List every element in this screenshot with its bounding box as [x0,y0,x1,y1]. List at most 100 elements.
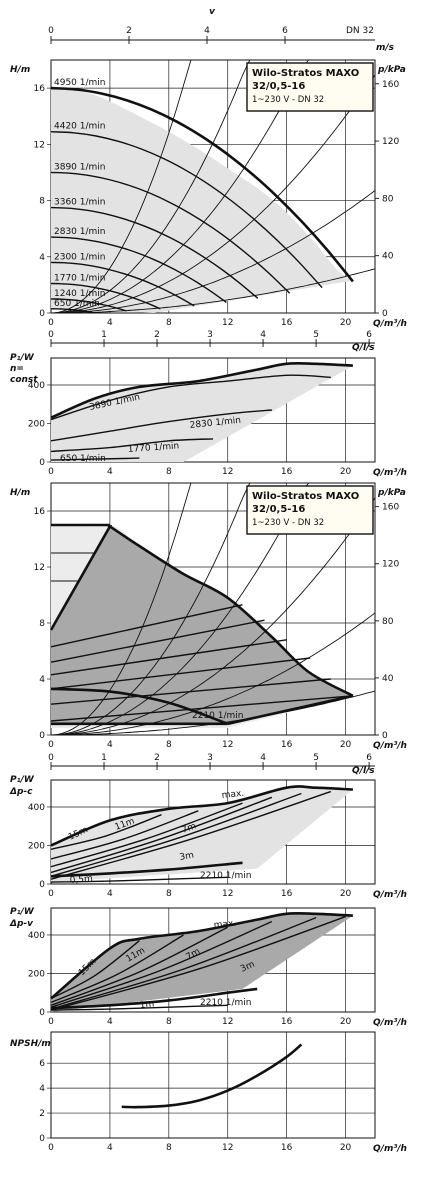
x-tick-label: 8 [166,318,172,328]
y2-tick-label: 120 [382,560,399,570]
y-tick-label: 200 [28,841,45,851]
pump-info-box [246,62,374,112]
max-envelope [49,525,354,697]
max-power-curve [50,785,353,847]
pressure-label: 1m [139,1000,154,1011]
speed-curve-label: 3890 1/min [54,162,106,172]
y-tick-label: 4 [39,253,45,263]
speed-curve [50,206,259,299]
x-tick-label: 0 [48,1143,54,1153]
x-tick-label: 0 [48,467,54,477]
y-tick-label: 400 [28,931,45,941]
top-tick-label: 0 [48,753,54,763]
y2-tick-label: 160 [382,503,399,513]
system-curve [50,482,251,736]
x-tick-label: 0 [48,889,54,899]
control-line [50,695,353,722]
y-tick-label: 12 [34,140,45,150]
control-line [50,678,331,705]
x-tick-label: 4 [107,1143,113,1153]
pressure-label: max. [213,919,236,931]
x-tick-label: 8 [166,740,172,750]
velocity-tick-label: 6 [282,26,288,36]
x-tick-label: 16 [281,740,293,750]
top-tick-label: 5 [313,753,319,763]
x-tick-label: 12 [222,889,233,899]
system-curve [50,59,310,314]
dn-label: DN 32 [346,26,374,36]
min-power-curve [50,876,228,883]
x-tick-label: 4 [107,1017,113,1027]
x-tick-label: 16 [281,1017,293,1027]
min-speed-curve [50,861,243,878]
pressure-label: 2210 1/min [200,871,252,881]
plot-frame [50,907,376,1013]
y-tick-label: 2 [39,1109,45,1119]
speed-curve-label: 2830 1/min [54,227,106,237]
x-axis-label: Q/m³/h [373,1018,407,1028]
pressure-label: 7m [181,821,198,835]
x-tick-label: 12 [222,467,233,477]
x-tick-label: 0 [48,318,54,328]
y-tick-label: 400 [28,803,45,813]
max-power-curve [50,911,353,1000]
y-axis-label: H/m [10,488,30,498]
speed-label: 2210 1/min [192,711,244,721]
speed-curve-label: 650 1/min [54,299,100,309]
control-range-area [51,526,353,724]
y-tick-label: 16 [34,84,46,94]
velocity-axis-title: v [209,7,216,17]
constant-pressure-curve [50,796,273,874]
pump-model-title: Wilo-Stratos MAXO [252,491,359,502]
y2-tick-label: 40 [382,674,394,684]
x-tick-label: 20 [340,889,352,899]
x-tick-label: 4 [107,740,113,750]
top-tick-label: 5 [313,330,319,340]
top-tick-label: 4 [260,330,266,340]
x-tick-label: 16 [281,1143,293,1153]
power-curve [50,438,214,453]
x-tick-label: 20 [340,467,352,477]
top-tick-label: 3 [207,753,213,763]
system-curve [50,74,376,314]
flow-ls-label: Q/l/s [352,343,375,353]
x-tick-label: 4 [107,318,113,328]
speed-curve-label: 4950 1/min [54,78,106,88]
y2-axis-label: p/kPa [377,65,406,75]
speed-curve-label: 1770 1/min [54,273,106,283]
speed-curve [50,261,195,307]
min-speed-curve [50,987,258,1010]
speed-curve [50,131,323,289]
x-tick-label: 12 [222,740,233,750]
speed-curve [50,298,127,312]
pump-voltage: 1~230 V - DN 32 [252,518,324,528]
proportional-pressure-curve [50,934,184,1004]
control-line [50,657,311,690]
y-tick-label: 0 [39,458,45,468]
x-tick-label: 16 [281,467,293,477]
plot-frame [50,357,376,463]
y-tick-label: 8 [39,197,45,207]
velocity-tick-label: 2 [126,26,132,36]
speed-curve-label: 2300 1/min [54,252,106,262]
y-tick-label: 0 [39,1008,45,1018]
speed-label: 650 1/min [60,454,106,464]
velocity-tick-label: 4 [204,26,210,36]
top-tick-label: 4 [260,753,266,763]
power-curve [50,409,272,442]
x-axis-label: Q/m³/h [373,319,407,329]
min-power-curve [50,1004,228,1011]
control-line [50,639,287,676]
system-curve [50,612,376,736]
n-label: n= [10,364,24,374]
y-tick-label: 400 [28,381,45,391]
system-curve [50,59,192,314]
x-tick-label: 16 [281,889,293,899]
y2-tick-label: 160 [382,80,399,90]
speed-curve [50,171,291,294]
constant-pressure-curve [50,810,199,860]
y2-tick-label: 40 [382,252,394,262]
top-tick-label: 6 [366,753,372,763]
y2-tick-label: 120 [382,137,399,147]
x-tick-label: 8 [166,1143,172,1153]
